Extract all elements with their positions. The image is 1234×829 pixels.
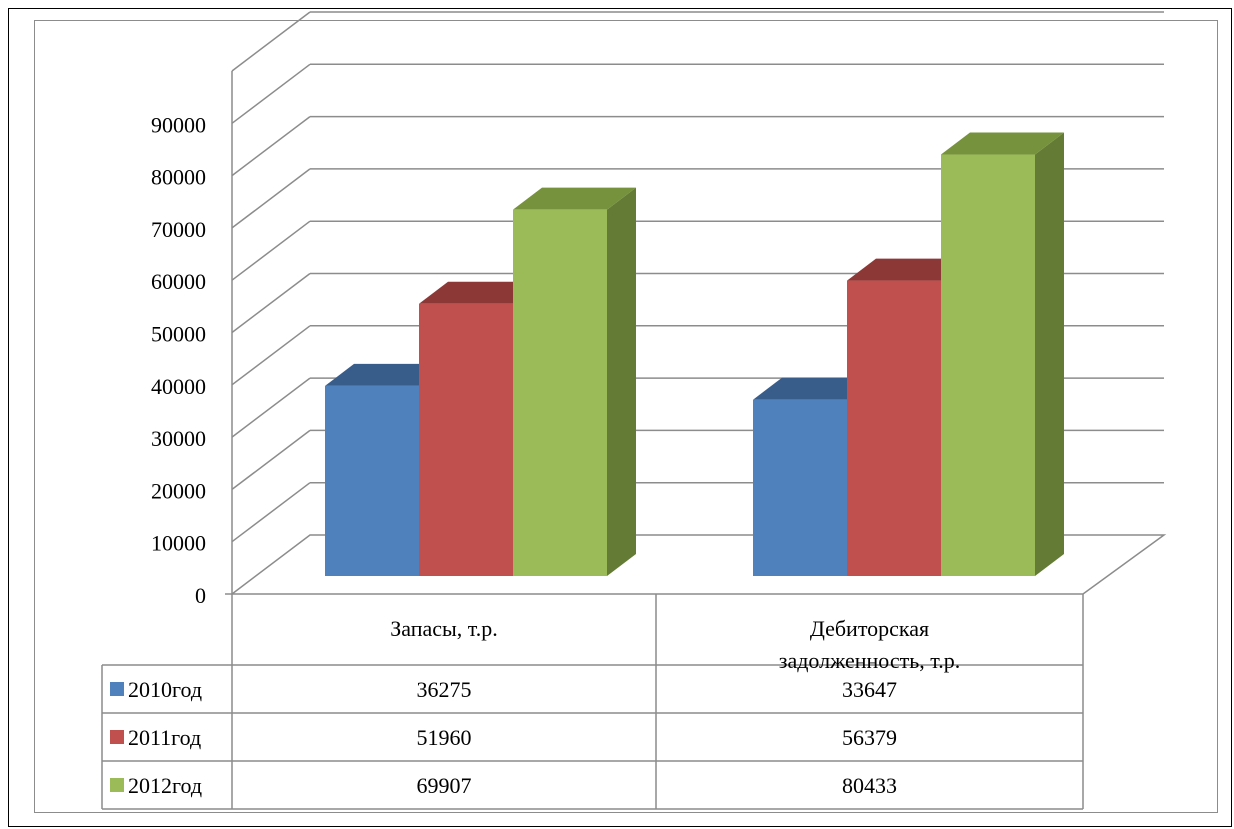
y-tick-label: 90000 <box>151 112 206 137</box>
legend-swatch <box>110 682 124 696</box>
bar-top <box>753 377 876 400</box>
bars <box>325 132 1064 577</box>
bar <box>941 154 1035 577</box>
gridline-side <box>231 220 311 281</box>
legend-series-label: 2011год <box>128 725 201 750</box>
outer-frame <box>8 8 1232 827</box>
y-tick-label: 50000 <box>151 322 206 347</box>
bar-top <box>847 258 970 281</box>
bar-top <box>941 132 1064 155</box>
legend-series-label: 2012год <box>128 773 202 798</box>
bar <box>847 280 941 576</box>
bar-top <box>419 281 542 304</box>
bar-top <box>325 363 448 386</box>
legend-series-label: 2010год <box>128 677 202 702</box>
gridline-side <box>231 116 311 177</box>
gridline-side <box>231 272 311 334</box>
gridline-side <box>231 429 311 490</box>
y-axis-tick-labels: 0 10000 20000 30000 40000 50000 60000 70000 8000… <box>151 112 206 608</box>
table-category-header: Запасы, т.р. <box>390 616 498 641</box>
chart-area-frame <box>34 20 1218 813</box>
gridline-side <box>231 482 311 543</box>
table-value: 51960 <box>417 725 472 750</box>
y-tick-label: 60000 <box>151 269 206 294</box>
legend-swatch <box>110 778 124 792</box>
gridline-side <box>231 11 311 72</box>
table-category-header: задолженность, т.р. <box>779 648 960 673</box>
gridline-side <box>231 63 311 124</box>
bar-side <box>1035 132 1064 577</box>
y-tick-label: 40000 <box>151 374 206 399</box>
table-value: 36275 <box>417 677 472 702</box>
table-value: 69907 <box>417 773 472 798</box>
bar <box>325 385 419 576</box>
gridline-side <box>231 168 311 229</box>
table-category-header: Дебиторская <box>810 616 929 641</box>
legend-swatch <box>110 730 124 744</box>
gridline-side <box>231 325 311 386</box>
table-value: 80433 <box>842 773 897 798</box>
data-table: Запасы, т.р. Дебиторская задолженность, т.… <box>101 594 1084 810</box>
y-tick-label: 20000 <box>151 478 206 503</box>
gridline-side <box>231 377 311 438</box>
y-tick-label: 80000 <box>151 165 206 190</box>
bar-side <box>607 187 636 576</box>
bar <box>753 399 847 576</box>
y-tick-label: 30000 <box>151 426 206 451</box>
bar-top <box>513 187 636 210</box>
bar <box>513 209 607 576</box>
y-tick-label: 0 <box>195 583 206 608</box>
y-tick-label: 10000 <box>151 531 206 556</box>
chart-floor <box>231 534 1167 595</box>
table-value: 33647 <box>842 677 897 702</box>
y-tick-label: 70000 <box>151 217 206 242</box>
bar <box>419 303 513 576</box>
table-value: 56379 <box>842 725 897 750</box>
